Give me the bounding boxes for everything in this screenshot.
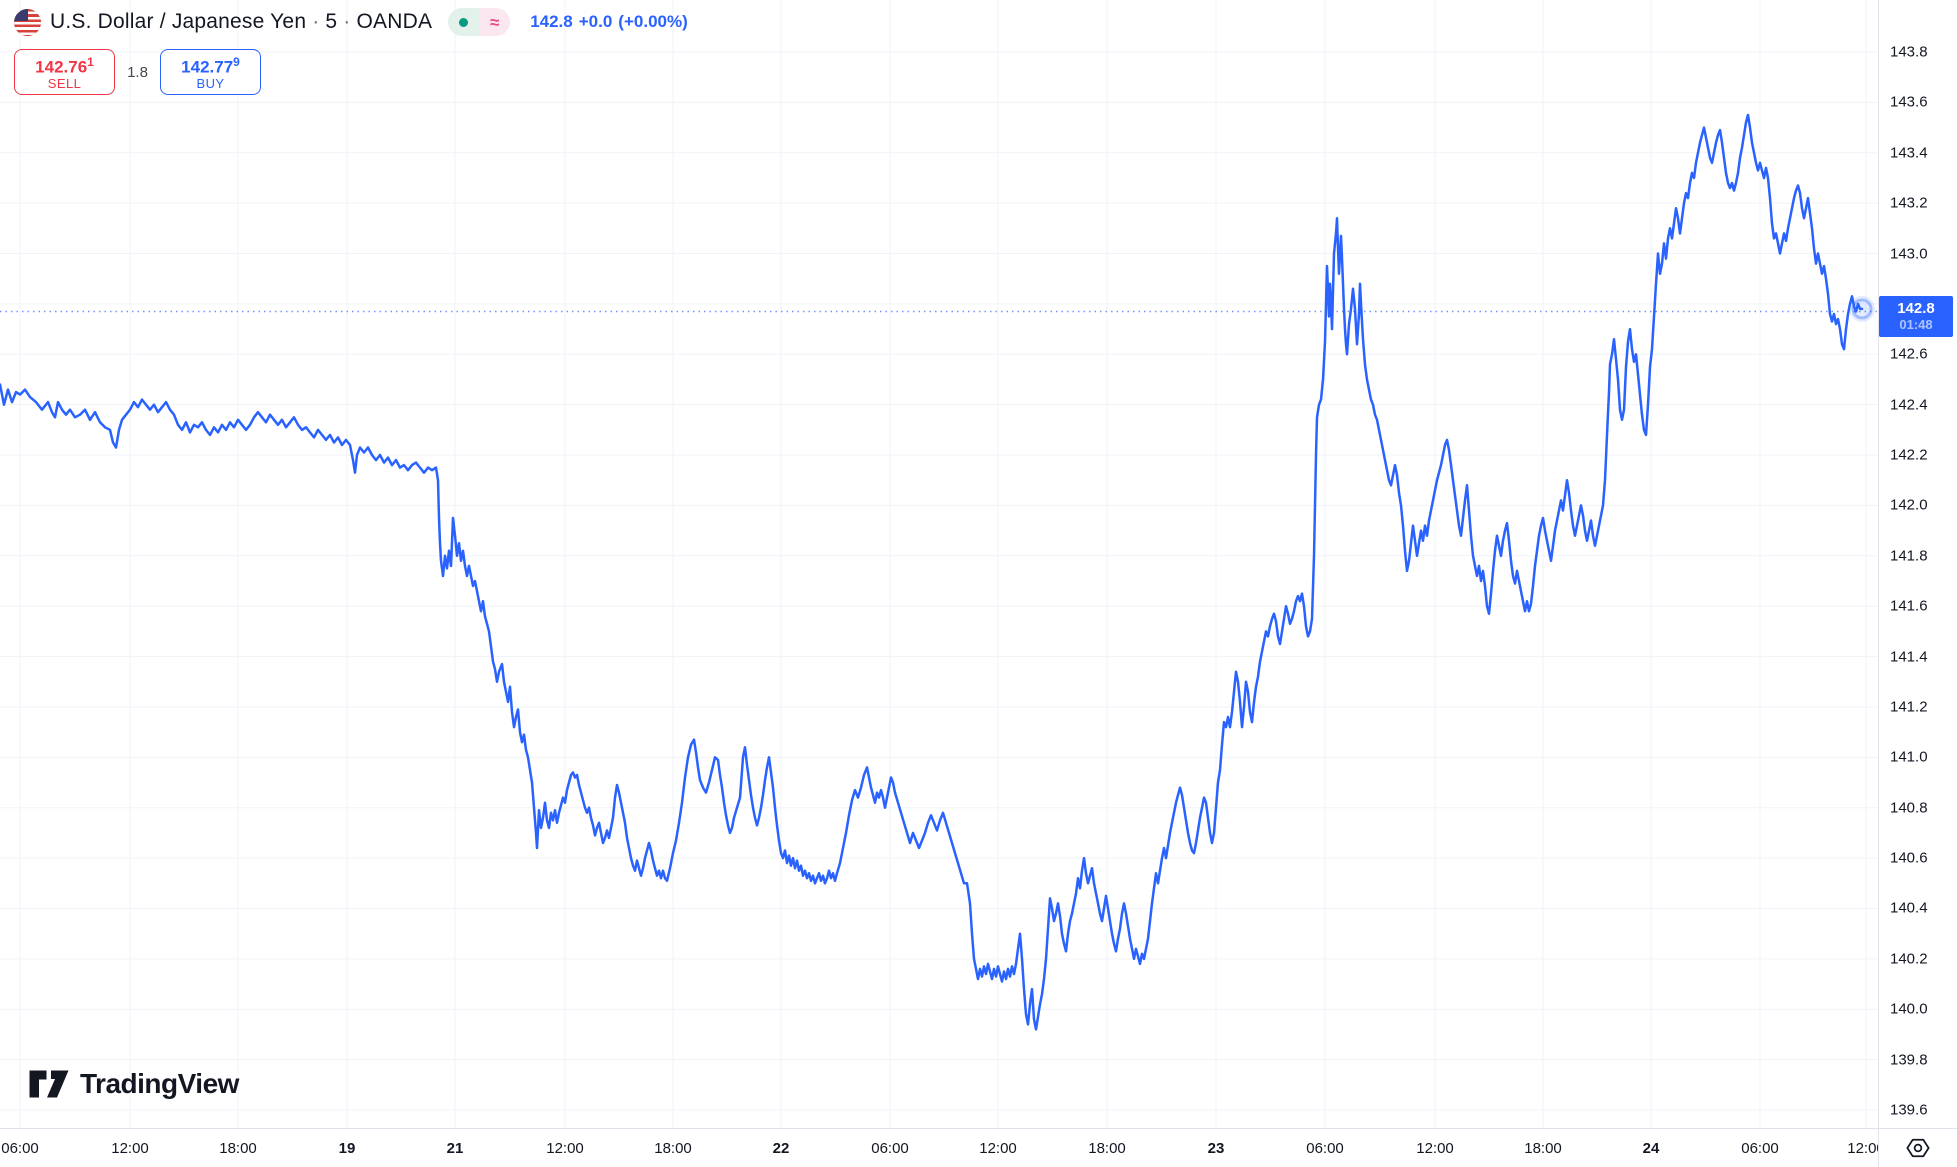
price-axis-label: 141.6 — [1890, 597, 1928, 615]
interval-label[interactable]: 5 — [325, 10, 338, 33]
spread-value: 1.8 — [127, 63, 148, 81]
price-axis-label: 141.0 — [1890, 748, 1928, 766]
exchange-label[interactable]: OANDA — [356, 10, 433, 33]
time-axis-day-label: 22 — [772, 1140, 790, 1157]
tradingview-watermark: TradingView — [28, 1068, 239, 1100]
sell-label: SELL — [47, 76, 82, 92]
tradingview-logo-text: TradingView — [80, 1068, 239, 1099]
time-axis-label: 06:00 — [1741, 1140, 1779, 1157]
time-axis-label: 12:00 — [111, 1140, 149, 1157]
price-line-series — [0, 113, 1864, 1031]
price-axis-label: 141.4 — [1890, 648, 1928, 666]
price-axis-label: 142.0 — [1890, 496, 1928, 514]
price-axis-label: 140.8 — [1890, 799, 1928, 817]
price-axis-label: 139.8 — [1890, 1051, 1928, 1069]
time-axis-label: 12:00 — [979, 1140, 1017, 1157]
time-axis-label: 06:00 — [871, 1140, 909, 1157]
buy-label: BUY — [196, 76, 225, 92]
time-axis-label: 18:00 — [654, 1140, 692, 1157]
time-axis-day-label: 23 — [1207, 1140, 1225, 1157]
price-axis-label: 140.6 — [1890, 849, 1928, 867]
price-axis-label: 139.6 — [1890, 1101, 1928, 1119]
price-axis-label: 140.2 — [1890, 950, 1928, 968]
time-axis-label: 12:00 — [1416, 1140, 1454, 1157]
quote-readout: 142.8 +0.0 (+0.00%) — [530, 12, 694, 32]
time-axis-label: 12:00 — [1847, 1140, 1885, 1157]
last-price-pulse-ring — [1851, 298, 1873, 320]
price-axis-label: 140.4 — [1890, 899, 1928, 917]
horizontal-gridlines — [0, 51, 1878, 1111]
sell-price: 142.761 — [35, 54, 94, 77]
time-axis[interactable]: 06:00 12:00 18:00 19 21 12:00 18:00 22 06:00 12:0… — [0, 1128, 1885, 1167]
price-axis-label: 142.6 — [1890, 345, 1928, 363]
price-axis-label: 143.6 — [1890, 93, 1928, 111]
time-axis-day-label: 21 — [446, 1140, 464, 1157]
buy-price: 142.779 — [181, 54, 240, 77]
price-axis-label: 142.2 — [1890, 446, 1928, 464]
time-axis-label: 18:00 — [219, 1140, 257, 1157]
price-axis-label: 143.2 — [1890, 194, 1928, 212]
buy-button[interactable]: 142.779 BUY — [160, 49, 261, 95]
axis-settings-icon[interactable] — [1905, 1135, 1931, 1161]
price-axis-label: 143.4 — [1890, 144, 1928, 162]
sell-button[interactable]: 142.761 SELL — [14, 49, 115, 95]
last-price-pulse-marker — [1849, 295, 1875, 322]
symbol-legend: U.S. Dollar / Japanese Yen · 5 · OANDA ≈ 142… — [14, 8, 694, 36]
current-price-value: 142.8 — [1897, 300, 1935, 318]
axis-corner — [1878, 1128, 1957, 1167]
approx-delayed-icon: ≈ — [490, 12, 500, 32]
price-axis-label: 141.2 — [1890, 698, 1928, 716]
price-change: +0.0 — [578, 12, 613, 31]
market-status-pill[interactable]: ≈ — [448, 8, 511, 36]
time-axis-label: 18:00 — [1524, 1140, 1562, 1157]
trade-panel: 142.761 SELL 1.8 142.779 BUY — [14, 49, 261, 95]
price-axis-label: 143.8 — [1890, 43, 1928, 61]
delayed-data-badge[interactable]: ≈ — [479, 8, 511, 36]
tradingview-logo-icon — [29, 1070, 69, 1098]
price-change-pct: (+0.00%) — [618, 12, 688, 31]
symbol-title[interactable]: U.S. Dollar / Japanese Yen — [50, 10, 307, 33]
bar-countdown: 01:48 — [1899, 317, 1933, 333]
separator-dot: · — [312, 10, 320, 33]
current-price-label: 142.8 01:48 — [1879, 295, 1953, 337]
last-price: 142.8 — [530, 12, 573, 31]
price-axis-label: 142.4 — [1890, 396, 1928, 414]
market-open-dot-icon — [459, 17, 469, 27]
price-axis-label: 143.0 — [1890, 245, 1928, 263]
symbol-title-row[interactable]: U.S. Dollar / Japanese Yen · 5 · OANDA — [50, 10, 432, 34]
us-flag-icon — [14, 8, 41, 36]
price-axis[interactable]: 142.8 01:48 143.8 143.6 143.4 143.2 143.0 142… — [1878, 0, 1957, 1128]
time-axis-label: 06:00 — [1306, 1140, 1344, 1157]
time-axis-day-label: 19 — [338, 1140, 356, 1157]
time-axis-label: 12:00 — [546, 1140, 584, 1157]
price-axis-label: 140.0 — [1890, 1000, 1928, 1018]
time-axis-day-label: 24 — [1642, 1140, 1660, 1157]
separator-dot: · — [343, 10, 351, 33]
time-axis-label: 18:00 — [1088, 1140, 1126, 1157]
time-axis-label: 06:00 — [1, 1140, 39, 1157]
market-open-badge[interactable] — [448, 8, 480, 36]
vertical-gridlines — [19, 0, 1867, 1128]
price-axis-label: 141.8 — [1890, 547, 1928, 565]
